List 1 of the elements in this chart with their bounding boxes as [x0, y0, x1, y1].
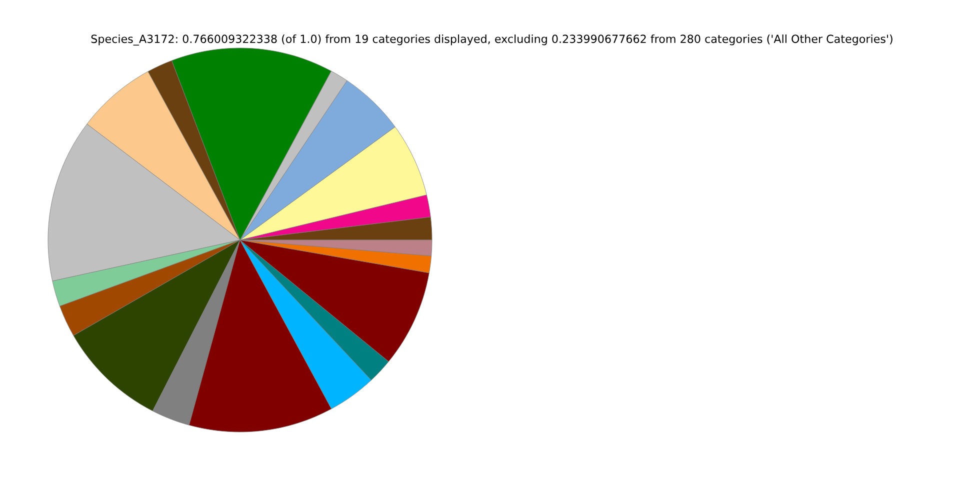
text: Species_A3172: 0.766009322338 (of 1.0) from 19 categories displayed, excluding 0.233990677662 from 280 categories ('All Other Categories')	[91, 34, 892, 46]
